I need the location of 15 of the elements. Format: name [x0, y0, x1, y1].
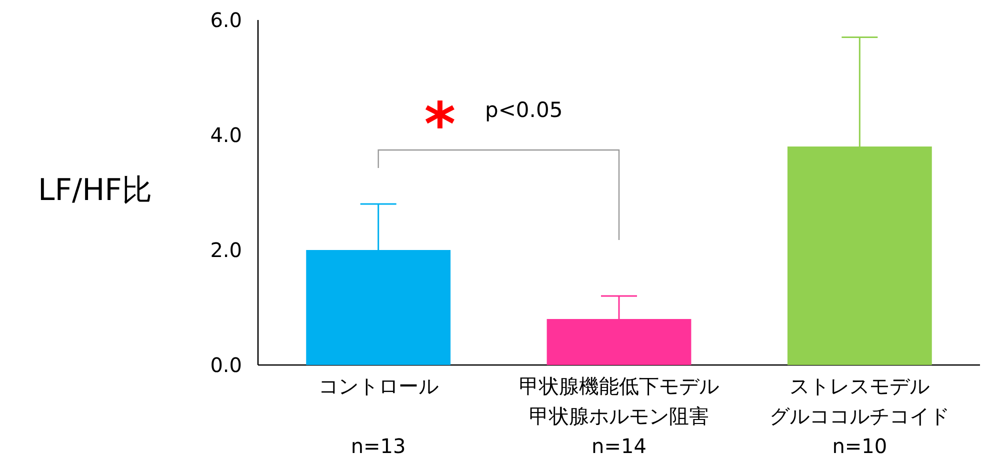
y-tick-label: 4.0: [210, 123, 242, 147]
y-tick-label: 0.0: [210, 353, 242, 377]
text: n=14: [592, 434, 646, 458]
text: グルココルチコイド: [770, 404, 950, 428]
text: 甲状腺ホルモン阻害: [529, 404, 709, 428]
text: n=13: [350, 434, 406, 458]
x-tick-label: 甲状腺機能低下モデル: [519, 374, 719, 398]
annotation: *: [424, 90, 456, 160]
y-tick-label: 6.0: [210, 8, 242, 32]
text: n=10: [832, 434, 888, 458]
x-tick-label: コントロール: [318, 374, 438, 398]
x-tick-label: ストレスモデル: [790, 374, 930, 398]
y-axis-title: LF/HF比: [38, 173, 152, 208]
annotation: p<0.05: [485, 98, 563, 122]
y-tick-label: 2.0: [210, 238, 242, 262]
